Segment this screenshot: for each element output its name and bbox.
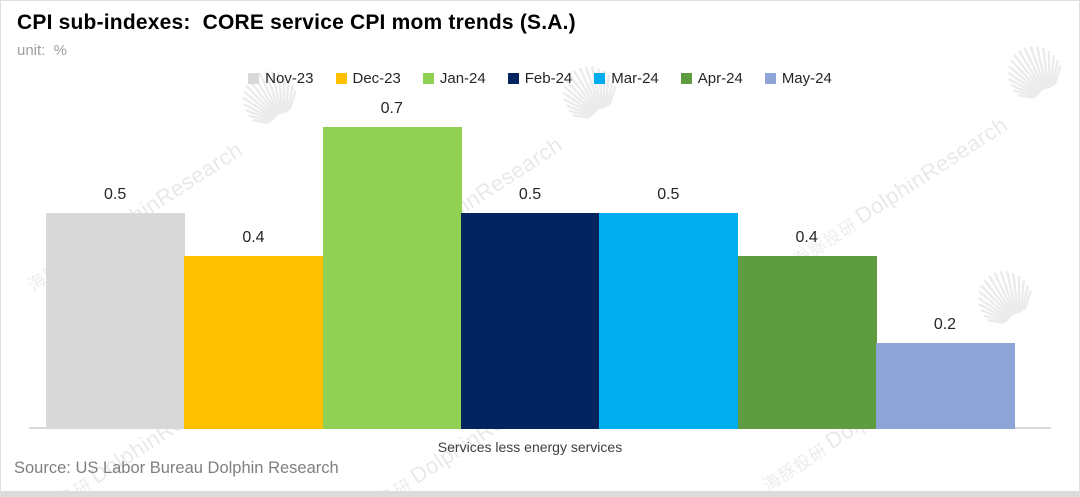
bar-feb-24 [460,213,600,429]
legend-label-apr-24: Apr-24 [697,70,743,87]
bar-value-label-feb-24: 0.5 [518,186,542,203]
legend-item-mar-24: Mar-24 [594,70,659,87]
legend-item-jan-24: Jan-24 [422,70,486,87]
bar-jan-24 [322,126,462,429]
legend-swatch-nov-23 [248,73,260,84]
bottom-border-strip [1,491,1079,496]
bar-value-label-may-24: 0.2 [933,315,957,333]
bar-value-label-mar-24: 0.5 [657,186,680,203]
legend-swatch-mar-24 [594,73,606,84]
bar-nov-23 [46,213,185,429]
legend-item-may-24: May-24 [764,70,832,87]
unit-label: unit: % [17,42,68,59]
legend-swatch-jan-24 [422,73,434,84]
chart-legend: Nov-23 Dec-23 Jan-24 Feb-24 Mar-24 Apr-24 May-… [1,70,1079,87]
legend-item-dec-23: Dec-23 [335,70,401,87]
source-label: Source: US Labor Bureau Dolphin Research [14,459,339,477]
legend-swatch-apr-24 [680,73,692,84]
bar-value-label-apr-24: 0.4 [795,229,818,247]
legend-swatch-may-24 [764,73,776,84]
legend-label-dec-23: Dec-23 [352,70,401,87]
legend-label-mar-24: Mar-24 [611,70,659,87]
bar-mar-24 [599,213,739,429]
x-axis-category-label: Services less energy services [437,439,623,455]
bar-dec-23 [184,256,324,429]
legend-swatch-feb-24 [507,73,519,84]
legend-item-feb-24: Feb-24 [507,70,573,87]
bar-value-label-jan-24: 0.7 [380,99,403,117]
legend-label-nov-23: Nov-23 [265,70,314,87]
legend-item-nov-23: Nov-23 [248,70,314,87]
bar-apr-24 [737,256,877,429]
bar-value-label-nov-23: 0.5 [104,186,127,203]
legend-label-jan-24: Jan-24 [439,70,486,87]
legend-swatch-dec-23 [335,73,347,84]
bar-may-24 [875,342,1015,429]
legend-item-apr-24: Apr-24 [680,70,743,87]
legend-label-feb-24: Feb-24 [524,70,573,87]
bar-value-label-dec-23: 0.4 [242,229,265,247]
page-title: CPI sub-indexes: CORE service CPI mom tr… [17,11,576,34]
legend-label-may-24: May-24 [781,70,832,87]
